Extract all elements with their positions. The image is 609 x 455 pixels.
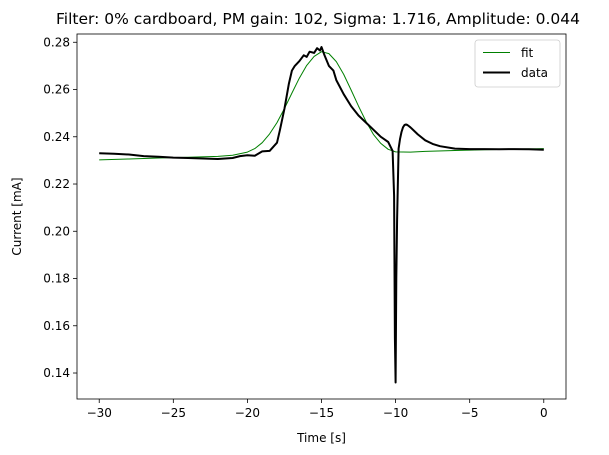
y-tick-label: 0.24 (43, 130, 70, 144)
series-layer (99, 46, 544, 384)
y-axis-ticks: 0.14 0.16 0.18 0.20 0.22 0.24 0.26 0.28 (43, 35, 77, 380)
legend-data-label: data (521, 66, 548, 80)
y-tick-label: 0.18 (43, 272, 70, 286)
legend: fit data (474, 39, 561, 88)
y-tick-label: 0.22 (43, 177, 70, 191)
legend-box (474, 39, 561, 88)
y-tick-label: 0.26 (43, 83, 70, 97)
x-tick-label: −30 (87, 406, 112, 420)
y-tick-label: 0.16 (43, 319, 70, 333)
x-tick-label: 0 (540, 406, 548, 420)
plot-frame (76, 33, 567, 400)
y-tick-label: 0.20 (43, 224, 70, 238)
x-tick-label: −15 (309, 406, 334, 420)
y-tick-label: 0.28 (43, 35, 70, 49)
x-tick-label: −10 (383, 406, 408, 420)
x-tick-label: −20 (235, 406, 260, 420)
chart-title: Filter: 0% cardboard, PM gain: 102, Sigm… (56, 10, 580, 28)
x-axis-ticks: −30 −25 −20 −15 −10 −5 0 (87, 399, 548, 420)
series-line-data (99, 46, 544, 384)
x-tick-label: −5 (461, 406, 479, 420)
legend-fit-label: fit (521, 46, 534, 60)
y-axis-label: Current [mA] (10, 177, 24, 255)
series-line-fit (99, 51, 544, 161)
y-tick-label: 0.14 (43, 366, 70, 380)
x-tick-label: −25 (161, 406, 186, 420)
x-axis-label: Time [s] (296, 431, 346, 445)
